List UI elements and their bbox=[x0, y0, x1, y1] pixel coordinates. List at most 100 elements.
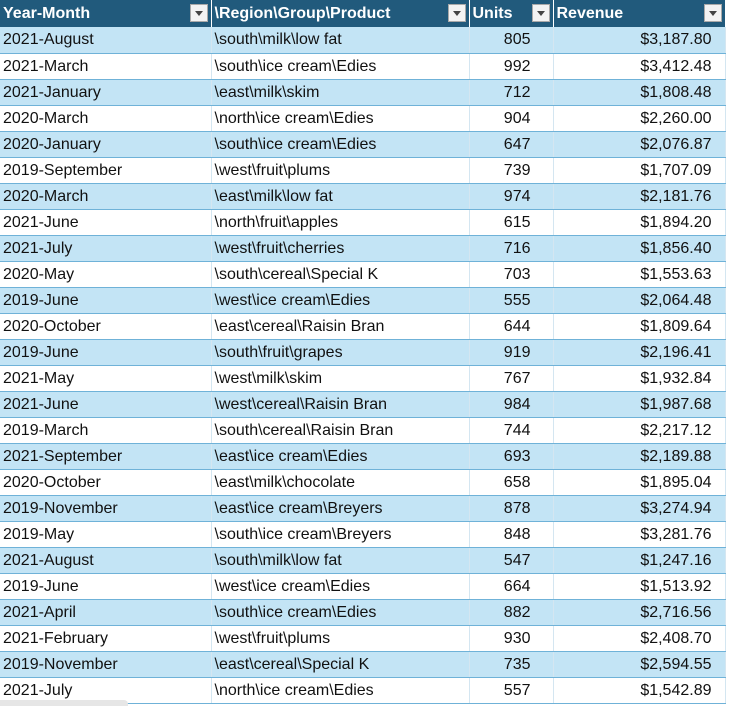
revenue-cell[interactable]: $1,895.04 bbox=[553, 469, 726, 496]
units-cell[interactable]: 615 bbox=[469, 209, 554, 236]
year-month-cell[interactable]: 2019-June bbox=[0, 339, 212, 366]
units-cell[interactable]: 878 bbox=[469, 495, 554, 522]
region-group-product-cell[interactable]: \south\milk\low fat bbox=[211, 547, 470, 574]
region-group-product-cell[interactable]: \south\ice cream\Edies bbox=[211, 131, 470, 158]
region-group-product-cell[interactable]: \west\milk\skim bbox=[211, 365, 470, 392]
units-cell[interactable]: 664 bbox=[469, 573, 554, 600]
year-month-cell[interactable]: 2019-May bbox=[0, 521, 212, 548]
revenue-cell[interactable]: $1,707.09 bbox=[553, 157, 726, 184]
units-cell[interactable]: 557 bbox=[469, 677, 554, 704]
region-group-product-cell[interactable]: \west\cereal\Raisin Bran bbox=[211, 391, 470, 418]
filter-dropdown-icon[interactable] bbox=[531, 4, 550, 22]
year-month-cell[interactable]: 2021-May bbox=[0, 365, 212, 392]
units-cell[interactable]: 805 bbox=[469, 27, 554, 54]
column-header-units[interactable]: Units bbox=[469, 0, 554, 27]
filter-dropdown-icon[interactable] bbox=[447, 4, 466, 22]
revenue-cell[interactable]: $1,987.68 bbox=[553, 391, 726, 418]
revenue-cell[interactable]: $1,247.16 bbox=[553, 547, 726, 574]
year-month-cell[interactable]: 2021-June bbox=[0, 391, 212, 418]
year-month-cell[interactable]: 2019-June bbox=[0, 287, 212, 314]
column-header-year-month[interactable]: Year-Month bbox=[0, 0, 212, 27]
units-cell[interactable]: 716 bbox=[469, 235, 554, 262]
region-group-product-cell[interactable]: \south\cereal\Special K bbox=[211, 261, 470, 288]
units-cell[interactable]: 644 bbox=[469, 313, 554, 340]
units-cell[interactable]: 992 bbox=[469, 53, 554, 80]
region-group-product-cell[interactable]: \east\ice cream\Breyers bbox=[211, 495, 470, 522]
column-header-revenue[interactable]: Revenue bbox=[553, 0, 726, 27]
revenue-cell[interactable]: $2,716.56 bbox=[553, 599, 726, 626]
region-group-product-cell[interactable]: \east\cereal\Raisin Bran bbox=[211, 313, 470, 340]
region-group-product-cell[interactable]: \north\fruit\apples bbox=[211, 209, 470, 236]
units-cell[interactable]: 658 bbox=[469, 469, 554, 496]
revenue-cell[interactable]: $2,594.55 bbox=[553, 651, 726, 678]
year-month-cell[interactable]: 2021-January bbox=[0, 79, 212, 106]
year-month-cell[interactable]: 2019-June bbox=[0, 573, 212, 600]
year-month-cell[interactable]: 2021-August bbox=[0, 547, 212, 574]
units-cell[interactable]: 703 bbox=[469, 261, 554, 288]
units-cell[interactable]: 767 bbox=[469, 365, 554, 392]
revenue-cell[interactable]: $3,187.80 bbox=[553, 27, 726, 54]
year-month-cell[interactable]: 2019-November bbox=[0, 651, 212, 678]
year-month-cell[interactable]: 2021-July bbox=[0, 235, 212, 262]
filter-dropdown-icon[interactable] bbox=[703, 4, 722, 22]
revenue-cell[interactable]: $3,281.76 bbox=[553, 521, 726, 548]
region-group-product-cell[interactable]: \east\milk\skim bbox=[211, 79, 470, 106]
revenue-cell[interactable]: $3,274.94 bbox=[553, 495, 726, 522]
revenue-cell[interactable]: $2,076.87 bbox=[553, 131, 726, 158]
units-cell[interactable]: 974 bbox=[469, 183, 554, 210]
year-month-cell[interactable]: 2020-March bbox=[0, 105, 212, 132]
year-month-cell[interactable]: 2021-April bbox=[0, 599, 212, 626]
revenue-cell[interactable]: $2,181.76 bbox=[553, 183, 726, 210]
units-cell[interactable]: 848 bbox=[469, 521, 554, 548]
revenue-cell[interactable]: $2,064.48 bbox=[553, 287, 726, 314]
revenue-cell[interactable]: $1,894.20 bbox=[553, 209, 726, 236]
revenue-cell[interactable]: $2,260.00 bbox=[553, 105, 726, 132]
units-cell[interactable]: 882 bbox=[469, 599, 554, 626]
region-group-product-cell[interactable]: \west\ice cream\Edies bbox=[211, 573, 470, 600]
region-group-product-cell[interactable]: \west\fruit\plums bbox=[211, 157, 470, 184]
year-month-cell[interactable]: 2020-October bbox=[0, 469, 212, 496]
year-month-cell[interactable]: 2021-March bbox=[0, 53, 212, 80]
revenue-cell[interactable]: $2,189.88 bbox=[553, 443, 726, 470]
year-month-cell[interactable]: 2019-September bbox=[0, 157, 212, 184]
region-group-product-cell[interactable]: \east\ice cream\Edies bbox=[211, 443, 470, 470]
revenue-cell[interactable]: $2,408.70 bbox=[553, 625, 726, 652]
revenue-cell[interactable]: $1,809.64 bbox=[553, 313, 726, 340]
region-group-product-cell[interactable]: \east\milk\chocolate bbox=[211, 469, 470, 496]
units-cell[interactable]: 647 bbox=[469, 131, 554, 158]
revenue-cell[interactable]: $1,513.92 bbox=[553, 573, 726, 600]
units-cell[interactable]: 904 bbox=[469, 105, 554, 132]
year-month-cell[interactable]: 2021-August bbox=[0, 27, 212, 54]
region-group-product-cell[interactable]: \south\cereal\Raisin Bran bbox=[211, 417, 470, 444]
revenue-cell[interactable]: $1,932.84 bbox=[553, 365, 726, 392]
filter-dropdown-icon[interactable] bbox=[189, 4, 208, 22]
region-group-product-cell[interactable]: \east\milk\low fat bbox=[211, 183, 470, 210]
units-cell[interactable]: 744 bbox=[469, 417, 554, 444]
revenue-cell[interactable]: $2,196.41 bbox=[553, 339, 726, 366]
year-month-cell[interactable]: 2020-May bbox=[0, 261, 212, 288]
year-month-cell[interactable]: 2021-February bbox=[0, 625, 212, 652]
region-group-product-cell[interactable]: \west\ice cream\Edies bbox=[211, 287, 470, 314]
revenue-cell[interactable]: $1,553.63 bbox=[553, 261, 726, 288]
region-group-product-cell[interactable]: \south\milk\low fat bbox=[211, 27, 470, 54]
revenue-cell[interactable]: $1,856.40 bbox=[553, 235, 726, 262]
units-cell[interactable]: 930 bbox=[469, 625, 554, 652]
region-group-product-cell[interactable]: \south\fruit\grapes bbox=[211, 339, 470, 366]
revenue-cell[interactable]: $3,412.48 bbox=[553, 53, 726, 80]
region-group-product-cell[interactable]: \south\ice cream\Breyers bbox=[211, 521, 470, 548]
units-cell[interactable]: 555 bbox=[469, 287, 554, 314]
year-month-cell[interactable]: 2020-March bbox=[0, 183, 212, 210]
year-month-cell[interactable]: 2020-October bbox=[0, 313, 212, 340]
column-header-region-group-product[interactable]: \Region\Group\Product bbox=[211, 0, 470, 27]
region-group-product-cell[interactable]: \west\fruit\cherries bbox=[211, 235, 470, 262]
region-group-product-cell[interactable]: \south\ice cream\Edies bbox=[211, 53, 470, 80]
year-month-cell[interactable]: 2021-September bbox=[0, 443, 212, 470]
revenue-cell[interactable]: $2,217.12 bbox=[553, 417, 726, 444]
region-group-product-cell[interactable]: \east\cereal\Special K bbox=[211, 651, 470, 678]
year-month-cell[interactable]: 2019-November bbox=[0, 495, 212, 522]
region-group-product-cell[interactable]: \north\ice cream\Edies bbox=[211, 677, 470, 704]
region-group-product-cell[interactable]: \north\ice cream\Edies bbox=[211, 105, 470, 132]
year-month-cell[interactable]: 2021-July bbox=[0, 677, 212, 704]
units-cell[interactable]: 984 bbox=[469, 391, 554, 418]
units-cell[interactable]: 547 bbox=[469, 547, 554, 574]
